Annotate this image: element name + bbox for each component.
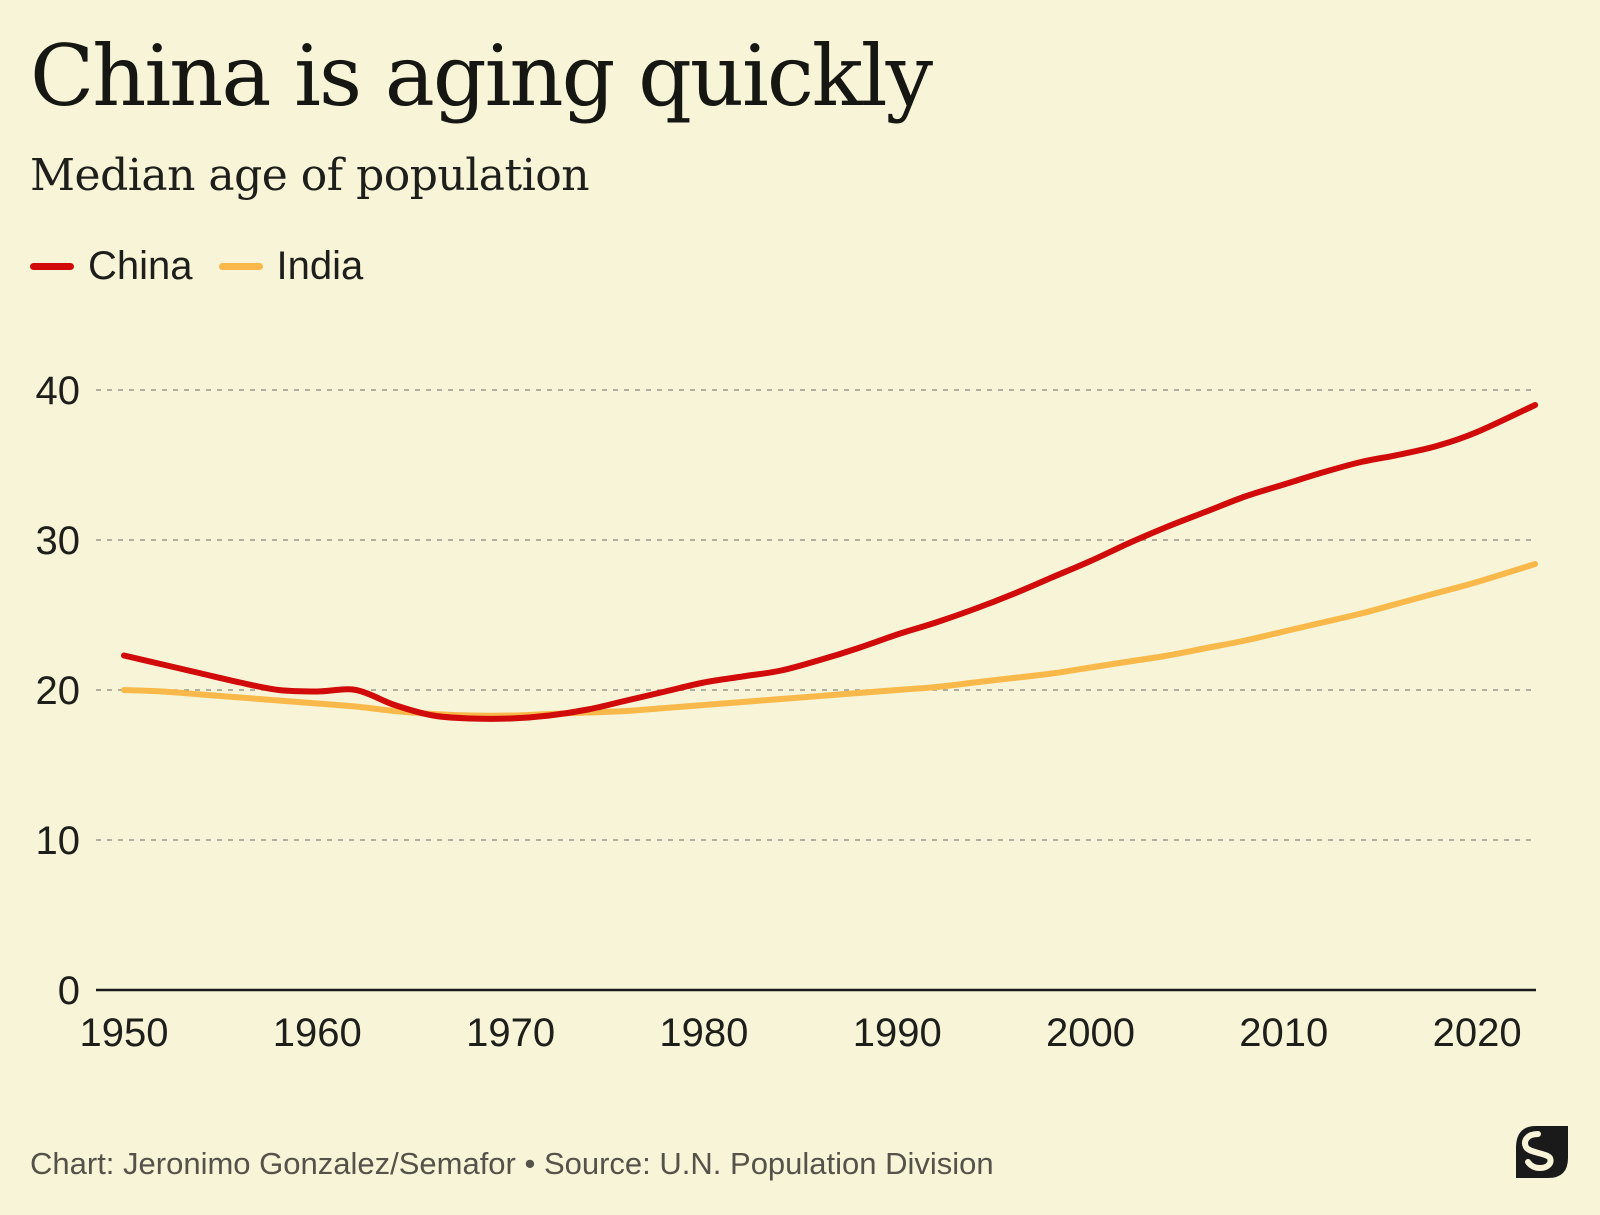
chart-title: China is aging quickly xyxy=(30,27,933,125)
x-tick-label: 1990 xyxy=(853,1011,942,1055)
legend-swatch-india xyxy=(218,263,263,270)
x-tick-label: 2010 xyxy=(1239,1011,1328,1055)
semafor-s-logo-icon xyxy=(1516,1126,1568,1178)
series xyxy=(121,402,1539,722)
series-line-india xyxy=(121,561,1539,719)
series-line-china xyxy=(121,402,1539,722)
y-tick-label: 40 xyxy=(36,369,81,413)
legend-item-india: India xyxy=(218,244,364,289)
x-tick-label: 2020 xyxy=(1433,1011,1522,1055)
x-tick-label: 1950 xyxy=(80,1011,169,1055)
x-tick-label: 1970 xyxy=(466,1011,555,1055)
legend: China India xyxy=(30,244,389,289)
legend-swatch-china xyxy=(30,263,74,270)
axes: 0 10 20 30 40 1950 1960 1970 1980 1990 2000 2010 202… xyxy=(36,369,1536,1055)
y-tick-label: 20 xyxy=(36,669,81,713)
x-tick-label: 1960 xyxy=(273,1011,362,1055)
legend-label-china: China xyxy=(88,244,193,288)
legend-label-india: India xyxy=(276,244,364,288)
y-tick-label: 30 xyxy=(36,519,81,563)
x-tick-label: 2000 xyxy=(1046,1011,1135,1055)
source-credit: Chart: Jeronimo Gonzalez/Semafor • Sourc… xyxy=(30,1146,994,1181)
legend-item-china: China xyxy=(30,244,193,289)
chart-subtitle: Median age of population xyxy=(30,150,590,201)
y-tick-label: 0 xyxy=(58,969,80,1013)
gridlines xyxy=(96,389,1536,841)
y-tick-label: 10 xyxy=(36,819,81,863)
x-tick-label: 1980 xyxy=(659,1011,748,1055)
